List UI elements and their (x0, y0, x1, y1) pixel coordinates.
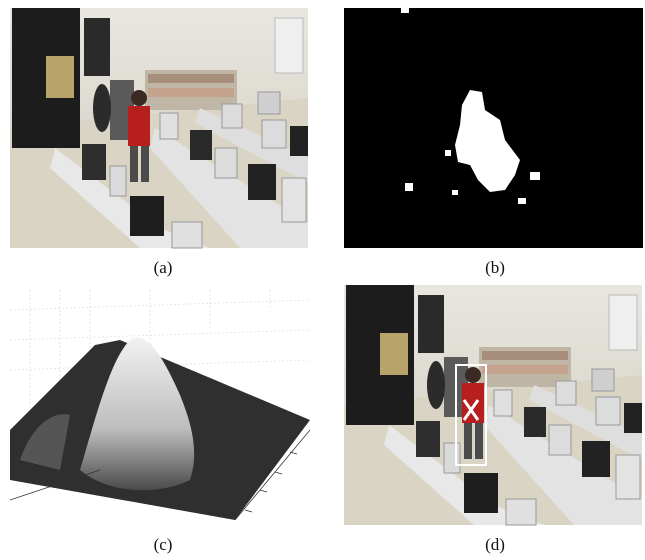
panel-label: (d) (465, 535, 525, 555)
panel-label: (b) (465, 258, 525, 278)
figure-art (0, 0, 645, 560)
mask-b (344, 8, 643, 248)
photo-d (344, 285, 642, 525)
figure: (a) (b) (c) (d) (0, 0, 645, 560)
photo-a (10, 8, 308, 248)
panel-label: (c) (133, 535, 193, 555)
surface-c (10, 290, 310, 520)
panel-label: (a) (133, 258, 193, 278)
